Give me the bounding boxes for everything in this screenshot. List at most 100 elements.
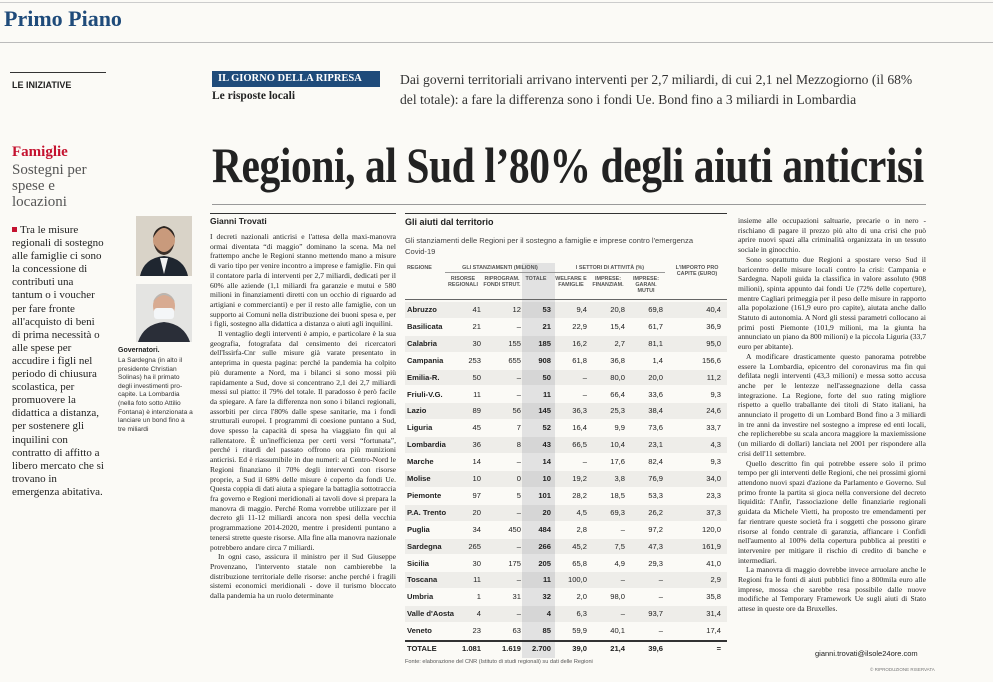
photo-face xyxy=(153,227,175,253)
cell: 11 xyxy=(542,389,551,399)
cell: 101 xyxy=(538,490,551,500)
cell: 450 xyxy=(508,524,521,534)
cell: 1.619 xyxy=(501,644,521,653)
paragraph: insieme alle occupazioni saltuarie, prec… xyxy=(738,216,926,255)
cell: 4,9 xyxy=(614,558,625,568)
cell: – xyxy=(516,389,521,399)
cell: 4 xyxy=(476,609,481,619)
total-rule xyxy=(405,640,727,642)
cell: 33,6 xyxy=(648,389,663,399)
row-label: Puglia xyxy=(407,524,430,534)
subhead: Le risposte locali xyxy=(212,90,296,102)
cell: 18,5 xyxy=(610,490,625,500)
row-label: Molise xyxy=(407,474,431,483)
sidebar-rule xyxy=(10,72,106,73)
header-rule xyxy=(0,42,993,43)
row-band xyxy=(405,572,727,589)
cell: – xyxy=(620,609,625,619)
headline: Regioni, al Sud l’80% degli aiuti anticr… xyxy=(212,137,924,193)
cell: 82,4 xyxy=(648,457,663,467)
group-header: GLI STANZIAMENTI (MILIONI) xyxy=(445,265,555,273)
cell: 7 xyxy=(516,423,521,433)
table-subtitle: Gli stanziamenti delle Regioni per il so… xyxy=(405,236,694,256)
cell: 120,0 xyxy=(701,524,721,534)
table-source: Fonte: elaborazione del CNR (Istituto di… xyxy=(405,658,593,665)
cell: 19,2 xyxy=(572,474,587,483)
cell: = xyxy=(716,644,721,653)
cell: 265 xyxy=(468,541,481,551)
cell: 4,3 xyxy=(710,440,721,450)
table-title: Gli aiuti dal territorio xyxy=(405,217,494,227)
cell: 32 xyxy=(542,592,551,602)
paragraph: Sono soprattutto due Regioni a spostare … xyxy=(738,254,926,352)
cell: – xyxy=(516,372,521,382)
paragraph: Il ventaglio degli interventi è ampio, e… xyxy=(210,329,396,552)
row-label: Calabria xyxy=(407,338,437,348)
cell: 52 xyxy=(542,423,551,433)
photo-shirt xyxy=(160,258,168,274)
row-band xyxy=(405,335,727,352)
cell: 61,8 xyxy=(572,355,587,365)
cell: 47,3 xyxy=(648,541,663,551)
cell: 43 xyxy=(542,440,551,450)
cell: 40,1 xyxy=(610,626,625,636)
cell: 11,2 xyxy=(706,372,721,382)
cell: 20 xyxy=(472,507,481,517)
cell: 85 xyxy=(542,626,551,636)
row-label: Valle d'Aosta xyxy=(407,609,454,619)
row-band xyxy=(405,538,727,555)
cell: – xyxy=(516,321,521,331)
cell: 97 xyxy=(472,490,481,500)
row-label: Liguria xyxy=(407,423,433,433)
cell: – xyxy=(516,457,521,467)
table: Gli aiuti dal territorio Gli stanziamenti… xyxy=(405,213,727,675)
row-label: Sardegna xyxy=(407,541,442,551)
row-band xyxy=(405,369,727,386)
cell: 0 xyxy=(516,474,521,483)
cell: 12 xyxy=(512,305,521,314)
cell: 156,6 xyxy=(701,355,721,365)
cell: 11 xyxy=(473,575,481,585)
column-header: RISORSE REGIONALI xyxy=(448,276,478,289)
cell: 14 xyxy=(472,457,481,467)
cell: 2,8 xyxy=(576,524,587,534)
deck: Dai governi territoriali arrivano interv… xyxy=(400,72,913,107)
column-header: REGIONE xyxy=(407,265,432,271)
copyright: © RIPRODUZIONE RISERVATA xyxy=(870,667,935,672)
sidebar-title: Famiglie xyxy=(12,144,68,160)
paragraph: Quello descritto fin qui potrebbe essere… xyxy=(738,458,926,565)
sidebar-label: LE INIZIATIVE xyxy=(12,80,72,90)
cell: 50 xyxy=(542,372,551,382)
cell: 73,6 xyxy=(648,423,663,433)
headline-rule xyxy=(212,204,926,205)
cell: 98,0 xyxy=(610,592,625,602)
cell: 36,8 xyxy=(610,355,625,365)
cell: 16,4 xyxy=(572,423,587,433)
cell: 34 xyxy=(472,524,481,534)
cell: – xyxy=(516,541,521,551)
paragraph: A modificare drasticamente questo panora… xyxy=(738,351,926,458)
cell: – xyxy=(620,575,625,585)
cell: 69,3 xyxy=(610,507,625,517)
row-band xyxy=(405,606,727,623)
row-label: Umbria xyxy=(407,592,434,602)
cell: 65,8 xyxy=(572,558,587,568)
cell: 39,6 xyxy=(648,644,663,653)
cell: 4 xyxy=(546,609,551,619)
cell: 50 xyxy=(472,372,481,382)
cell: 66,5 xyxy=(572,440,587,450)
top-rule xyxy=(0,2,993,3)
photo-hair xyxy=(153,293,175,302)
cell: 17,6 xyxy=(610,457,625,467)
column-header: TOTALE xyxy=(525,276,547,282)
row-band xyxy=(405,471,727,487)
cell: 2,9 xyxy=(710,575,721,585)
cell: 484 xyxy=(538,524,551,534)
paragraph: La manovra di maggio dovrebbe invece arr… xyxy=(738,565,926,614)
section-title: Primo Piano xyxy=(4,6,122,31)
cell: 97,2 xyxy=(648,524,663,534)
cell: – xyxy=(516,507,521,517)
sidebar-text: Tra le misure regionali di sostegno alle… xyxy=(12,224,104,498)
cell: 81,1 xyxy=(648,338,663,348)
